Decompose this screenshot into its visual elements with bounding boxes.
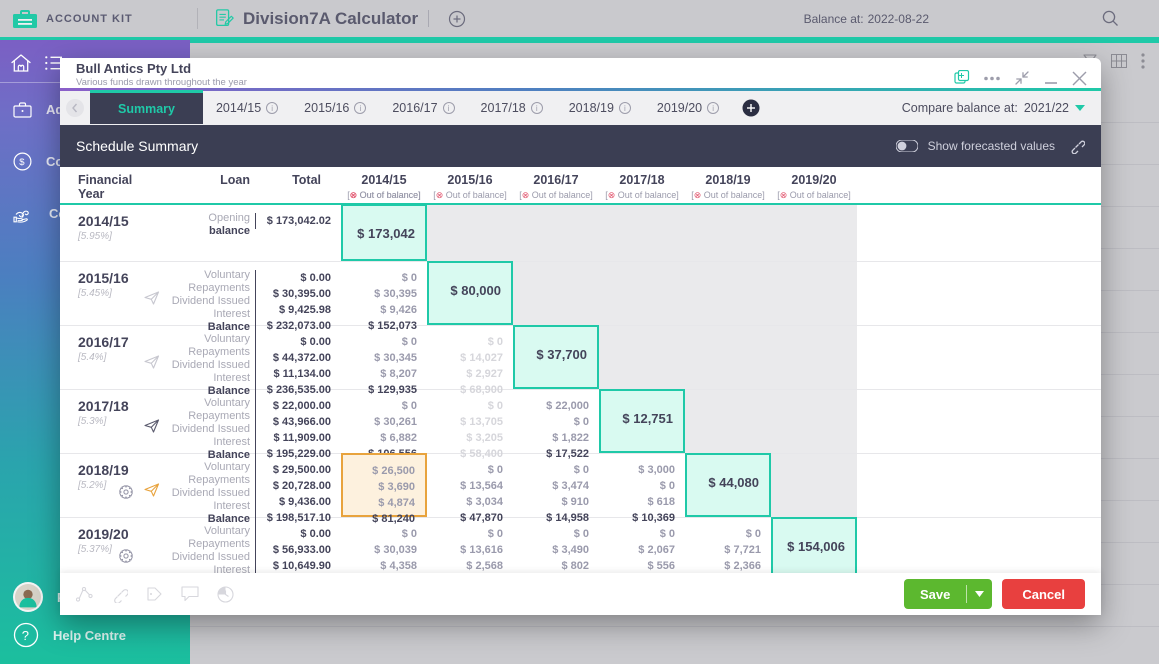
svg-text:$: $	[19, 157, 25, 168]
svg-text:?: ?	[22, 628, 29, 643]
